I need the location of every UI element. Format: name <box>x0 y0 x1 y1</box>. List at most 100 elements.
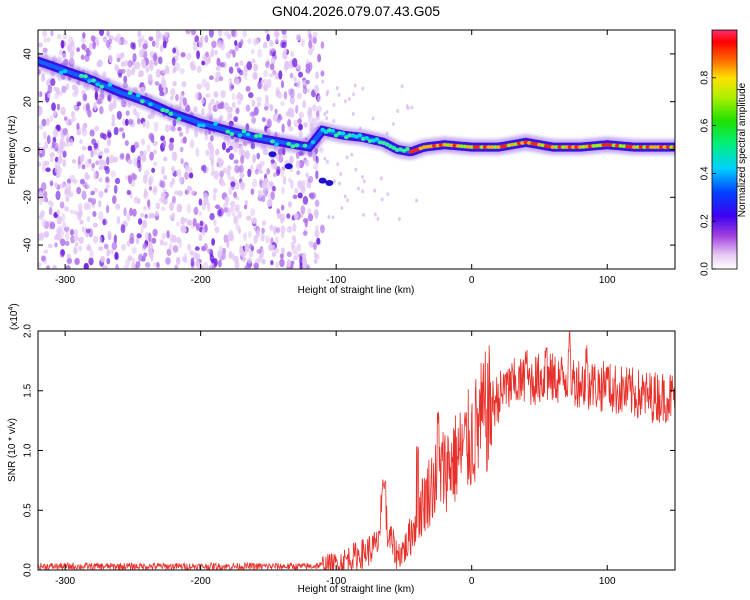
spectrogram-noise-speck <box>59 145 64 154</box>
spectrogram-noise-speck <box>338 181 341 186</box>
spectrogram-noise-speck <box>226 169 231 176</box>
spectrogram-noise-speck <box>240 155 245 165</box>
spectrogram-noise-speck <box>88 42 94 50</box>
spectrogram-noise-speck <box>279 253 284 260</box>
spectrogram-noise-speck <box>295 33 301 42</box>
trace-blob <box>388 144 393 149</box>
spectrogram-noise-speck <box>207 108 213 118</box>
trace-blob <box>78 73 84 78</box>
spectrogram-noise-speck <box>280 168 284 178</box>
spectrogram-noise-speck <box>248 92 254 99</box>
snr-x-ticks: -300 -200 -100 0 100 <box>55 331 616 587</box>
spectrogram-noise-speck <box>172 80 177 87</box>
spectrogram-noise-speck <box>313 251 318 257</box>
spectrogram-noise-speck <box>130 42 135 50</box>
spectrogram-noise-speck <box>56 215 63 225</box>
trace-blob <box>357 133 363 138</box>
spectrogram-noise-speck <box>295 160 301 170</box>
spectrogram-noise-speck <box>171 195 176 204</box>
snr-y-tick-label: 1.0 <box>23 443 34 457</box>
spectrogram-noise-speck <box>159 44 164 53</box>
spectrogram-noise-speck <box>234 40 238 46</box>
spectrogram-noise-speck <box>314 229 320 239</box>
spectrogram-noise-speck <box>350 152 354 157</box>
spectrogram-noise-speck <box>93 102 97 111</box>
snr-x-tick-label: 100 <box>599 576 616 587</box>
spectrogram-noise-speck <box>298 111 304 119</box>
spectrogram-noise-speck <box>292 194 298 200</box>
spectrogram-y-axis-label: Frequency (Hz) <box>7 116 18 185</box>
spectrogram-noise-speck <box>142 43 148 50</box>
spectrogram-noise-speck <box>137 218 143 225</box>
trace-blob <box>550 145 556 149</box>
spectrogram-noise-speck <box>286 259 291 268</box>
spectrogram-noise-speck <box>332 118 336 123</box>
spectrogram-noise-speck <box>128 118 134 125</box>
spectrogram-noise-speck <box>313 242 317 251</box>
spectrogram-noise-speck <box>233 255 239 264</box>
spectrogram-noise-speck <box>45 117 50 127</box>
spectrogram-noise-speck <box>288 126 294 132</box>
spectrogram-noise-speck <box>213 219 217 227</box>
spectrogram-noise-speck <box>193 106 198 113</box>
spectrogram-noise-speck <box>69 209 75 214</box>
spectrogram-noise-speck <box>196 83 202 90</box>
trace-blob <box>631 145 637 149</box>
spectrogram-noise-speck <box>320 70 325 77</box>
trace-blob <box>669 145 675 149</box>
spectrogram-noise-speck <box>259 169 263 175</box>
spectrogram-noise-speck <box>246 61 253 71</box>
spectrogram-noise-speck <box>180 158 184 165</box>
spectrogram-noise-speck <box>176 236 182 244</box>
spectrogram-noise-speck <box>289 155 294 165</box>
spectrogram-noise-speck <box>286 225 293 233</box>
trace-blob <box>229 132 235 137</box>
snr-y-tick-label: 2.0 <box>23 324 34 338</box>
spectrogram-noise-speck <box>210 98 215 106</box>
spectrogram-noise-speck <box>319 224 325 234</box>
spectrogram-noise-speck <box>240 181 244 187</box>
spectrogram-noise-speck <box>111 195 117 205</box>
colorbar-tick-label: 0.8 <box>700 70 711 84</box>
spectrogram-noise-speck <box>61 213 66 222</box>
spectrogram-noise-speck <box>64 142 71 147</box>
spectrogram-noise-speck <box>247 257 252 264</box>
spectrogram-noise-speck <box>153 262 157 267</box>
spectrogram-noise-speck <box>93 187 99 193</box>
spectrogram-noise-speck <box>168 214 174 220</box>
spectrogram-noise-speck <box>77 203 83 212</box>
spectrogram-noise-speck <box>76 101 82 107</box>
spectrogram-noise-speck <box>251 49 255 54</box>
trace-blob <box>95 82 101 87</box>
trace-blob <box>574 145 580 149</box>
spectrogram-noise-speck <box>92 40 96 50</box>
spectrogram-noise-speck <box>183 252 188 261</box>
spectrogram-noise-speck <box>297 92 302 100</box>
spectrogram-noise-speck <box>116 110 122 120</box>
spectrogram-noise-speck <box>123 264 129 269</box>
spectrogram-noise-speck <box>180 52 186 58</box>
spectrogram-noise-speck <box>182 136 187 144</box>
spectrogram-noise-speck <box>308 48 313 56</box>
spectrogram-noise-speck <box>113 184 118 194</box>
spectrogram-noise-speck <box>152 161 158 167</box>
spectrogram-noise-speck <box>245 104 251 112</box>
spectrogram-noise-speck <box>261 258 266 265</box>
spectrogram-noise-speck <box>315 155 319 164</box>
trace-blob <box>560 145 566 149</box>
spectrogram-noise-speck <box>186 203 192 214</box>
spectrogram-noise-speck <box>154 125 159 132</box>
scale-factor-close: ) <box>9 303 20 306</box>
spectrogram-noise-speck <box>269 224 274 231</box>
spectrogram-x-tick-label: 100 <box>599 275 616 286</box>
spectrogram-noise-speck <box>297 71 304 78</box>
spectrogram-noise-speck <box>41 118 47 127</box>
trace-blob <box>635 145 641 149</box>
spectrogram-noise-speck <box>315 116 321 121</box>
spectrogram-noise-speck <box>199 220 204 227</box>
spectrogram-noise-speck <box>112 99 117 110</box>
spectrogram-noise-speck <box>247 168 252 178</box>
spectrogram-noise-speck <box>275 36 279 44</box>
spectrogram-noise-speck <box>60 106 66 116</box>
